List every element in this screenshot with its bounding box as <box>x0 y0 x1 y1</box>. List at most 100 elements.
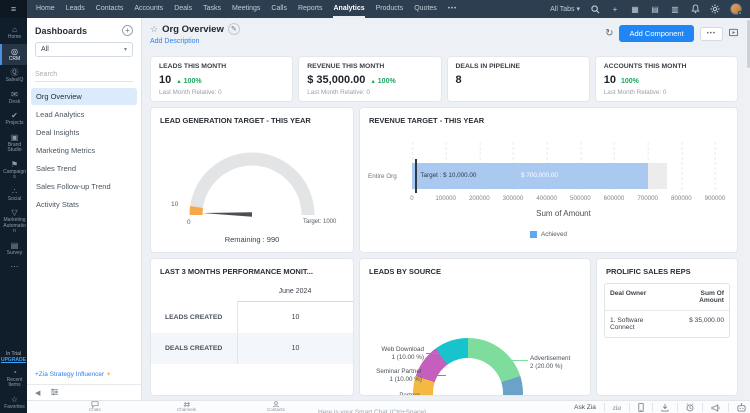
rail-item-projects[interactable]: ✔ Projects <box>0 108 27 130</box>
chevron-down-icon: ▾ <box>124 46 127 53</box>
nav-reports[interactable]: Reports <box>298 0 323 18</box>
favorite-star-icon[interactable]: ☆ <box>150 24 158 35</box>
reminders-alarm-icon[interactable] <box>686 403 694 412</box>
add-component-button[interactable]: Add Component <box>619 25 693 42</box>
scrollbar[interactable] <box>746 18 750 400</box>
prolific-sales-reps-card[interactable]: PROLIFIC SALES REPS Deal Owner Sum Of Am… <box>596 258 738 396</box>
zia-icon[interactable]: zia <box>613 404 621 412</box>
trend-up-icon: ▲ <box>370 79 375 85</box>
performance-title: LAST 3 MONTHS PERFORMANCE MONIT... <box>151 259 353 276</box>
nav-quotes[interactable]: Quotes <box>414 0 437 18</box>
nav-accounts[interactable]: Accounts <box>134 0 163 18</box>
rail-item-crm[interactable]: ◎ CRM <box>0 44 27 66</box>
upgrade-link[interactable]: UPGRADE <box>0 357 27 363</box>
announcements-megaphone-icon[interactable] <box>711 404 720 412</box>
rail-item-campaigns[interactable]: ⚑ Campaigns <box>0 157 27 184</box>
refresh-icon[interactable]: ↻ <box>605 28 613 39</box>
rail-item-desk[interactable]: ✉ Desk <box>0 87 27 109</box>
notifications-bell-icon[interactable] <box>690 4 700 14</box>
connector-line <box>426 353 460 354</box>
revenue-legend: Achieved <box>360 231 737 238</box>
mobile-app-icon[interactable] <box>638 403 644 412</box>
dashboard-search-input[interactable] <box>35 68 133 82</box>
panel-footer: ◀ <box>27 384 141 400</box>
nav-products[interactable]: Products <box>376 0 404 18</box>
online-status-dot <box>738 11 742 15</box>
kpi-card-deals-in-pipeline[interactable]: DEALS IN PIPELINE 8 <box>447 56 590 102</box>
zia-strategy-influencer-link[interactable]: +Zia Strategy Influencer ✦ <box>35 371 111 378</box>
nav-meetings[interactable]: Meetings <box>232 0 260 18</box>
dashboard-more-button[interactable]: ••• <box>700 27 723 41</box>
projects-icon: ✔ <box>11 111 18 120</box>
settings-gear-icon[interactable] <box>710 4 720 14</box>
recent-items-clock-icon: ◔ <box>12 368 17 377</box>
top-bar: ≡ Home Leads Contacts Accounts Deals Tas… <box>0 0 750 18</box>
chats-button[interactable]: Chats <box>89 401 101 413</box>
macros-icon[interactable]: ▤ <box>650 4 660 14</box>
dashboard-item-lead-analytics[interactable]: Lead Analytics <box>31 106 137 123</box>
app-switcher-button[interactable]: ≡ <box>0 0 27 18</box>
add-icon[interactable]: + <box>610 4 620 14</box>
rail-item-marketing-automation[interactable]: ▽ Marketing Automation <box>0 205 27 238</box>
filter-sliders-icon[interactable] <box>50 388 59 398</box>
kpi-card-accounts-this-month[interactable]: ACCOUNTS THIS MONTH 10 100% Last Month R… <box>595 56 738 102</box>
rail-item-home[interactable]: ⌂ Home <box>0 22 27 44</box>
dashboard-filter-select[interactable]: All ▾ <box>35 42 133 57</box>
rail-item-favorites[interactable]: ☆ Favorites <box>0 392 27 413</box>
slice-label-advertisement: Advertisement 2 (20.00 %) <box>530 355 591 370</box>
revenue-target-card[interactable]: REVENUE TARGET - THIS YEAR Entire Org 0 … <box>359 107 738 253</box>
donut-ring[interactable] <box>413 338 523 396</box>
channels-button[interactable]: Channels <box>177 401 196 413</box>
all-tabs-dropdown[interactable]: All Tabs ▾ <box>550 5 580 13</box>
edit-pencil-icon[interactable]: ✎ <box>228 23 240 35</box>
lead-generation-target-card[interactable]: LEAD GENERATION TARGET - THIS YEAR 10 0 … <box>150 107 354 253</box>
dashboard-item-marketing-metrics[interactable]: Marketing Metrics <box>31 142 137 159</box>
user-avatar[interactable] <box>730 3 742 15</box>
table-row: DEALS CREATED 10 <box>151 333 353 364</box>
present-mode-icon[interactable] <box>729 28 738 39</box>
download-icon[interactable] <box>661 403 669 412</box>
sparkle-icon: ✦ <box>106 372 111 378</box>
nav-more-button[interactable]: ••• <box>448 6 457 12</box>
rail-item-salesiq[interactable]: Ⓠ SalesIQ <box>0 65 27 87</box>
zia-bot-icon[interactable] <box>737 403 746 412</box>
revenue-target-marker <box>415 159 417 193</box>
app-rail: ⌂ Home ◎ CRM Ⓠ SalesIQ ✉ Desk ✔ Projects… <box>0 18 27 413</box>
add-dashboard-button[interactable]: + <box>122 25 133 36</box>
leads-by-source-card[interactable]: LEADS BY SOURCE Web Download 1 (10.00 %)… <box>359 258 591 396</box>
rail-item-survey[interactable]: ▤ Survey <box>0 238 27 260</box>
ask-zia-button[interactable]: Ask Zia <box>574 404 596 411</box>
collapse-panel-icon[interactable]: ◀ <box>35 389 40 397</box>
dashboard-item-sales-trend[interactable]: Sales Trend <box>31 160 137 177</box>
chevron-down-icon: ▾ <box>576 5 580 13</box>
pos-icon[interactable]: ▥ <box>670 4 680 14</box>
kpi-card-revenue-this-month[interactable]: REVENUE THIS MONTH $ 35,000.00 ▲ 100% La… <box>298 56 441 102</box>
smart-chat-input[interactable] <box>318 406 598 413</box>
kpi-card-leads-this-month[interactable]: LEADS THIS MONTH 10 ▲ 100% Last Month Re… <box>150 56 293 102</box>
dashboard-item-sales-follow-up-trend[interactable]: Sales Follow-up Trend <box>31 178 137 195</box>
dashboard-item-activity-stats[interactable]: Activity Stats <box>31 196 137 213</box>
nav-tasks[interactable]: Tasks <box>203 0 221 18</box>
nav-analytics[interactable]: Analytics <box>333 0 364 18</box>
rail-item-recent-items[interactable]: ◔ Recent Items <box>0 365 27 392</box>
nav-home[interactable]: Home <box>36 0 55 18</box>
more-dots-icon: ⋯ <box>11 262 19 271</box>
nav-leads[interactable]: Leads <box>66 0 85 18</box>
rail-more-button[interactable]: ⋯ <box>0 259 27 274</box>
performance-column-header: June 2024 <box>237 282 353 302</box>
gauge-chart: 10 0 Target: 1000 Remaining : 990 <box>157 127 347 249</box>
slice-label-partner: Partner 1 (10.00 %) <box>368 392 420 396</box>
contacts-button[interactable]: Contacts <box>267 401 285 413</box>
rail-item-social[interactable]: ∴ Social <box>0 184 27 206</box>
leads-by-source-title: LEADS BY SOURCE <box>360 259 590 276</box>
search-icon[interactable] <box>590 4 600 14</box>
revenue-bar-value-label: $ 700,000.00 <box>521 172 558 179</box>
dashboard-item-org-overview[interactable]: Org Overview <box>31 88 137 105</box>
dashboard-item-deal-insights[interactable]: Deal Insights <box>31 124 137 141</box>
calendar-icon[interactable]: ▦ <box>630 4 640 14</box>
nav-calls[interactable]: Calls <box>271 0 287 18</box>
performance-monitor-card[interactable]: LAST 3 MONTHS PERFORMANCE MONIT... June … <box>150 258 354 396</box>
nav-deals[interactable]: Deals <box>174 0 192 18</box>
rail-item-brand-studio[interactable]: ▣ Brand Studio <box>0 130 27 157</box>
nav-contacts[interactable]: Contacts <box>96 0 124 18</box>
